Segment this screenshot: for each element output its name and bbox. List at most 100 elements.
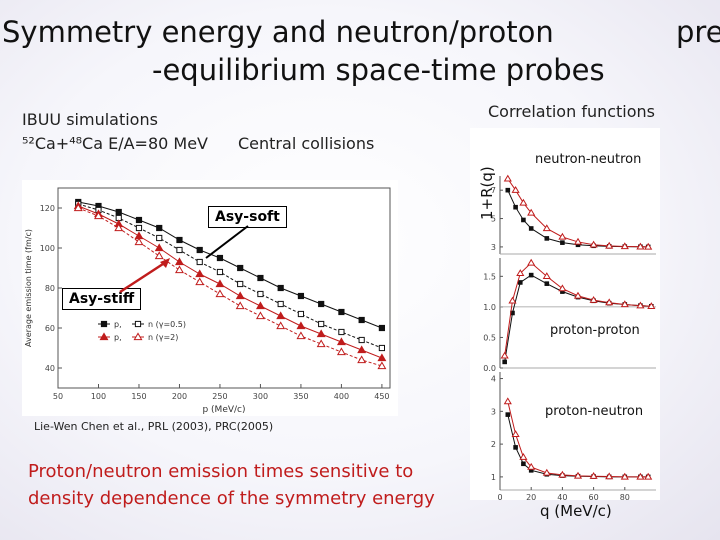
corr-xlabel: q (MeV/c): [540, 502, 612, 520]
data-point: [154, 251, 164, 260]
collisions-label: Central collisions: [238, 134, 375, 153]
data-point: [115, 208, 122, 216]
pn-x-tick-label: 20: [526, 493, 536, 500]
data-point: [336, 347, 346, 356]
nn-data-point: [513, 204, 518, 210]
y-tick-label: 80: [45, 284, 55, 293]
pp-data-point: [527, 258, 536, 266]
pn-data-point: [513, 445, 518, 450]
legend-marker: [133, 332, 143, 341]
data-point: [277, 284, 284, 292]
y-tick-label: 40: [45, 364, 55, 373]
nn-data-point: [589, 240, 598, 248]
y-tick-label: 100: [40, 244, 55, 253]
data-point: [316, 339, 326, 348]
nn-data-point: [605, 241, 614, 249]
data-point: [237, 264, 244, 272]
pp-y-tick-label: 1.5: [483, 272, 496, 281]
title-line-2: -equilibrium space-time probes: [152, 53, 605, 87]
nn-data-point: [521, 217, 526, 223]
y-tick-label: 120: [40, 204, 55, 213]
nn-data-point: [511, 186, 520, 193]
pp-data-point: [500, 351, 509, 359]
asy-stiff-arrowhead: [160, 258, 170, 268]
legend-label: n (γ=2): [148, 333, 178, 342]
data-point: [176, 246, 183, 254]
pn-data-point: [620, 472, 629, 480]
pn-x-tick-label: 0: [497, 493, 502, 500]
pn-x-tick-label: 80: [620, 493, 630, 500]
data-point: [156, 234, 163, 242]
asy-soft-arrow: [205, 225, 249, 259]
pn-x-tick-label: 60: [589, 493, 599, 500]
pp-data-point: [517, 280, 523, 285]
data-point: [156, 224, 163, 232]
data-point: [297, 310, 305, 318]
data-point: [215, 289, 225, 298]
x-tick-label: 300: [253, 392, 268, 401]
nn-data-point: [505, 187, 511, 193]
pp-data-point: [573, 291, 583, 299]
legend-label: p,: [114, 333, 122, 342]
pp-y-tick-label: 1.0: [483, 303, 496, 312]
data-point: [377, 361, 387, 370]
data-point: [257, 290, 264, 298]
series-line: [78, 203, 383, 349]
pp-series-line: [504, 274, 652, 362]
pp-data-point: [528, 272, 534, 278]
asy-stiff-label: Asy-stiff: [62, 288, 142, 310]
pp-data-point: [647, 302, 656, 309]
nn-series-line: [507, 178, 649, 248]
data-point: [215, 279, 225, 288]
pn-data-point: [521, 461, 526, 467]
data-point: [174, 257, 184, 266]
data-point: [235, 291, 245, 300]
pn-data-point: [589, 472, 598, 479]
pn-data-point: [519, 453, 528, 460]
data-point: [276, 321, 286, 330]
nn-data-point: [527, 208, 536, 216]
emission-time-chart: 50 100 150 200 250 300 350 400 450 40 60 80 100 120 p …: [24, 187, 391, 415]
y-tick-label: 60: [45, 324, 55, 333]
nn-data-point: [560, 240, 565, 245]
pn-data-point: [542, 468, 551, 476]
data-point: [378, 344, 386, 352]
pn-data-point: [644, 472, 653, 480]
data-point: [174, 265, 184, 274]
pn-y-tick-label: 1: [491, 473, 496, 482]
data-point: [296, 321, 306, 330]
data-point: [135, 216, 143, 224]
data-point: [114, 223, 124, 232]
x-axis-label: p (MeV/c): [202, 405, 245, 415]
data-point: [195, 277, 205, 286]
data-point: [135, 224, 143, 232]
title-line-1: Symmetry energy and neutron/proton: [2, 15, 554, 49]
x-tick-label: 400: [334, 392, 349, 401]
pn-y-tick-label: 3: [491, 407, 496, 416]
nn-data-point: [528, 226, 534, 231]
y-axis-label: Average emission time (fm/c): [24, 229, 33, 347]
data-point: [196, 258, 203, 266]
data-point: [296, 331, 306, 340]
data-point: [338, 328, 345, 336]
legend-marker: [99, 332, 109, 341]
pp-data-point: [502, 359, 507, 365]
x-tick-label: 100: [91, 392, 106, 401]
x-tick-label: 450: [374, 392, 389, 401]
pp-data-point: [544, 281, 550, 286]
pp-data-point: [589, 295, 598, 303]
data-point: [277, 300, 284, 308]
x-tick-label: 250: [212, 392, 227, 401]
pp-data-point: [516, 269, 525, 276]
series-line: [78, 207, 383, 367]
data-point: [316, 329, 326, 338]
nn-y-tick-label: 3: [491, 243, 496, 252]
pp-data-point: [620, 300, 629, 308]
conclusion-line-1: Proton/neutron emission times sensitive …: [28, 461, 414, 482]
correlation-plots: 3 5 7 0.0 0.5 1.0 1.5 1 2 3 4 0 20 40 60 80: [470, 128, 660, 502]
nn-data-point: [644, 242, 653, 250]
data-point: [378, 324, 386, 332]
data-point: [216, 268, 224, 276]
data-point: [358, 316, 365, 324]
